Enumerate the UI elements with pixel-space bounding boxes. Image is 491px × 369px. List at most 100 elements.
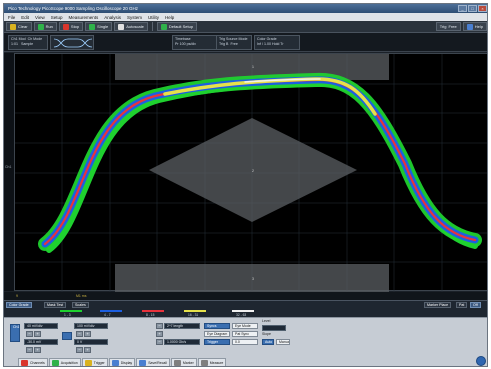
offset-field[interactable]: -30.0 mV (24, 339, 58, 345)
color-grade-box[interactable]: Color Grade Inf / 1.00 Hold Tr (254, 35, 300, 50)
legend-swatch-2 (100, 310, 122, 312)
nav-display-label: Display (120, 360, 133, 365)
pattern-box[interactable] (50, 35, 94, 50)
tab-color-grade[interactable]: Color Grade (6, 302, 32, 308)
level-label: Level (262, 319, 271, 323)
legend-swatch-1 (60, 310, 82, 312)
nav-display[interactable]: Display (108, 358, 136, 366)
single-label: Single (97, 24, 109, 29)
default-setup-button[interactable]: Default Setup (156, 22, 198, 31)
tab-marker-place[interactable]: Marker Place (424, 302, 452, 308)
tab-pat[interactable]: Pat (456, 302, 468, 308)
trigger-source-box[interactable]: Trig Source Mode Trig B Free (216, 35, 252, 50)
menu-edit[interactable]: Edit (21, 14, 30, 20)
pattern-length-field[interactable]: 2^7 length (164, 323, 200, 329)
slope-label: Slope (262, 332, 271, 336)
color-grade-label: Color Grade (257, 37, 277, 41)
channel-mode-box[interactable]: Ch1 Mod Ch Mode 1:01 Sample (8, 35, 48, 50)
run-button[interactable]: Run (33, 22, 57, 31)
trigger-indicator[interactable]: Trig Free (435, 22, 461, 31)
help-circle-icon[interactable] (476, 356, 486, 366)
eye-diagram-button[interactable]: Eye Diagram (204, 331, 230, 337)
autoscale-icon (118, 23, 125, 30)
sync-button[interactable]: Syncs (204, 323, 230, 329)
position-field[interactable]: 100 mV/div (74, 323, 108, 329)
eye-diagram-display[interactable]: 1 2 3 (14, 53, 487, 292)
offset-decrease-button[interactable]: − (26, 347, 33, 353)
position-increase-button[interactable]: + (84, 331, 91, 337)
single-icon (89, 23, 96, 30)
scale-field[interactable]: 40 mV/div (24, 323, 58, 329)
stop-label: Stop (70, 24, 80, 29)
stop-button[interactable]: Stop (58, 22, 84, 31)
window-title: Pico Technology PicoScope 9000 Sampling … (8, 6, 138, 11)
control-panel: Ch1 40 mV/div − + -30.0 mV − + 100 mV/di… (4, 317, 487, 366)
nav-marker[interactable]: Marker (170, 358, 197, 366)
nav-save-recall[interactable]: Save/Recall (136, 358, 170, 366)
info-strip: Ch1 Mod Ch Mode 1:01 Sample Timebase Pr … (4, 33, 487, 52)
menu-system[interactable]: System (127, 14, 143, 20)
position-decrease-button[interactable]: − (76, 331, 83, 337)
scale-decrease-button[interactable]: − (26, 331, 33, 337)
legend-swatch-5 (232, 310, 254, 312)
pat-sync-button[interactable]: Pat Sync (232, 331, 258, 337)
position2-increase-button[interactable]: + (84, 347, 91, 353)
level-field[interactable] (262, 325, 286, 331)
position2-decrease-button[interactable]: − (76, 347, 83, 353)
help-button[interactable]: Help (462, 22, 487, 31)
status-readout: M1 ms (75, 294, 87, 298)
tab-mask-test[interactable]: Mask Test (44, 302, 67, 308)
menu-setup[interactable]: Setup (50, 14, 63, 20)
trigger-button[interactable]: Trigger (204, 339, 230, 345)
legend-label-1: 1 - 3 (64, 313, 71, 317)
nav-measure[interactable]: Measure (197, 358, 227, 366)
legend-label-2: 4 - 7 (104, 313, 111, 317)
menu-file[interactable]: File (8, 14, 16, 20)
menu-view[interactable]: View (35, 14, 45, 20)
nav-channels[interactable]: Channels (18, 358, 48, 366)
legend-swatch-3 (142, 310, 164, 312)
tab-scales[interactable]: Scales (72, 302, 89, 308)
nav-acquisition[interactable]: Acquisition (48, 358, 81, 366)
eye-diagram-svg: 1 2 3 (15, 54, 487, 292)
eye-mode-button[interactable]: Eye Mode (232, 323, 258, 329)
pattern-increase-button[interactable]: + (156, 331, 163, 337)
measure-icon (200, 359, 208, 366)
ch1-selector[interactable]: Ch1 (10, 324, 20, 342)
offset-increase-button[interactable]: + (34, 347, 41, 353)
marker-icon (173, 359, 181, 366)
app-window: Pico Technology PicoScope 9000 Sampling … (3, 3, 488, 367)
pattern-decrease-button[interactable]: − (156, 323, 163, 329)
waveform-thumbnail-icon (53, 38, 93, 48)
bit-rate-field[interactable]: 1.0000 Gb/s (164, 339, 200, 345)
trigger-value-field[interactable]: 0.0 (232, 339, 258, 345)
acquisition-icon (51, 359, 59, 366)
help-label: Help (474, 24, 483, 29)
ch2-selector[interactable] (62, 332, 72, 340)
autoscale-button[interactable]: Autoscale (114, 22, 148, 31)
nav-marker-label: Marker (182, 360, 194, 365)
close-button[interactable]: × (478, 5, 487, 12)
run-label: Run (45, 24, 53, 29)
timebase-label: Timebase (175, 37, 191, 41)
auto-button[interactable]: Auto (262, 339, 274, 345)
single-button[interactable]: Single (85, 22, 113, 31)
minimize-button[interactable]: _ (458, 5, 467, 12)
menu-utility[interactable]: Utility (148, 14, 160, 20)
maximize-button[interactable]: □ (468, 5, 477, 12)
trigger-indicator-label: Trig (439, 24, 447, 29)
menu-analysis[interactable]: Analysis (104, 14, 122, 20)
tab-off[interactable]: Off (470, 302, 481, 308)
nav-trigger[interactable]: Trigger (81, 358, 108, 366)
clear-button[interactable]: Clear (6, 22, 32, 31)
waveform-traces (38, 72, 482, 253)
scale-increase-button[interactable]: + (34, 331, 41, 337)
menu-measurements[interactable]: Measurements (68, 14, 99, 20)
mask-region-center (149, 118, 357, 222)
menu-help[interactable]: Help (165, 14, 175, 20)
position2-field[interactable]: 0 V (74, 339, 108, 345)
status-marker: 9 (16, 294, 18, 298)
manual-button[interactable]: Manual (276, 339, 290, 345)
nav-measure-label: Measure (209, 360, 224, 365)
bit-rate-decrease-button[interactable]: − (156, 339, 163, 345)
